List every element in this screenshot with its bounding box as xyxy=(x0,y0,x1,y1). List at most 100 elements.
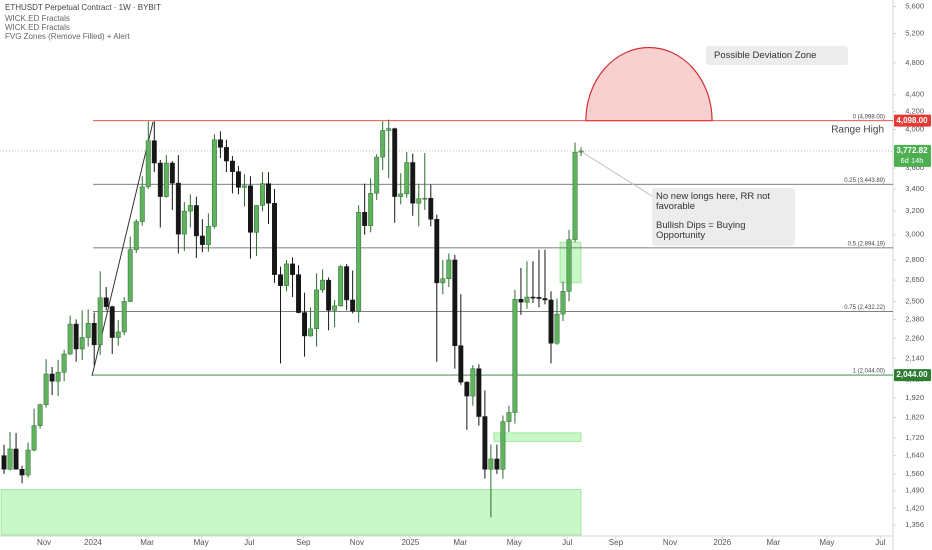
candle-body xyxy=(242,185,247,188)
candle-body xyxy=(248,185,253,233)
x-tick-label: Jul xyxy=(875,538,885,547)
candle-body xyxy=(91,323,97,346)
candle-body xyxy=(314,289,320,330)
candle-body xyxy=(422,197,428,200)
candle-body xyxy=(476,368,482,417)
candle-body xyxy=(368,193,374,226)
y-tick-label: 1,356 xyxy=(905,520,924,529)
fib-label: 1 (2,044.00) xyxy=(853,369,885,375)
y-tick-label: 4,400 xyxy=(905,90,924,99)
x-tick-label: May xyxy=(194,538,209,547)
y-tick-label: 1,640 xyxy=(905,451,924,460)
candle-body xyxy=(272,202,277,275)
candle-body xyxy=(260,183,265,206)
y-tick-label: 5,600 xyxy=(905,1,924,10)
candle-body xyxy=(205,226,211,245)
candle-body xyxy=(506,412,512,422)
candle-body xyxy=(446,259,452,279)
candle-body xyxy=(278,274,283,286)
candle-body xyxy=(482,416,488,470)
y-tick-label: 2,500 xyxy=(905,296,924,305)
candle-body xyxy=(344,266,350,301)
candle-body xyxy=(73,323,79,350)
candle-body xyxy=(398,193,404,197)
candle-body xyxy=(296,274,301,313)
fib-label: 0.5 (2,894.19) xyxy=(848,241,885,247)
candle-body xyxy=(13,448,19,470)
candle-body xyxy=(169,162,175,184)
y-tick-label: 2,800 xyxy=(905,255,924,264)
candle-body xyxy=(97,297,103,346)
x-tick-label: May xyxy=(819,538,834,547)
y-tick-label: 2,260 xyxy=(905,333,924,342)
x-tick-label: Mar xyxy=(766,538,780,547)
y-tick-label: 1,920 xyxy=(905,393,924,402)
y-tick-label: 1,490 xyxy=(905,486,924,495)
candle-body xyxy=(302,312,308,337)
candle-body xyxy=(566,239,572,292)
candle-body xyxy=(452,259,458,346)
candle-body xyxy=(223,147,229,162)
candle-body xyxy=(55,371,61,382)
chart-title: ETHUSDT Perpetual Contract · 1W · BYBIT xyxy=(5,3,161,12)
deviation-label: Possible Deviation Zone xyxy=(706,46,848,65)
candle-body xyxy=(266,183,271,204)
candle-body xyxy=(199,235,205,245)
candle-body xyxy=(67,323,73,355)
candle-body xyxy=(181,210,187,235)
candle-body xyxy=(25,449,31,476)
candle-body xyxy=(542,298,548,301)
candle-body xyxy=(290,263,295,275)
y-tick-label: 5,200 xyxy=(905,29,924,38)
candle-body xyxy=(229,160,235,172)
candle-body xyxy=(1,455,7,470)
candle-body xyxy=(175,182,181,235)
candle-body xyxy=(151,140,157,164)
candle-body xyxy=(512,298,518,413)
candle-body xyxy=(356,212,362,312)
candle-body xyxy=(470,368,476,397)
y-tick-label: 1,560 xyxy=(905,469,924,478)
candle-body xyxy=(572,151,578,240)
candle-body xyxy=(308,328,314,337)
fib-label: 0 (4,098.00) xyxy=(853,114,885,120)
candle-body xyxy=(560,291,566,315)
candle-body xyxy=(386,128,392,131)
y-tick-label: 4,800 xyxy=(905,58,924,67)
candle-body xyxy=(19,468,25,476)
candle-body xyxy=(43,373,49,405)
candle-body xyxy=(536,297,542,299)
x-tick-label: Mar xyxy=(140,538,154,547)
candle-body xyxy=(392,128,398,197)
candle-body xyxy=(157,162,163,197)
x-tick-label: Nov xyxy=(663,538,677,547)
candle-body xyxy=(163,162,169,197)
candle-body xyxy=(548,299,554,344)
x-tick-label: 2026 xyxy=(713,538,731,547)
candle-body xyxy=(79,337,85,350)
note: Bullish Dips = Buying Opportunity xyxy=(656,220,746,241)
x-tick-label: Mar xyxy=(453,538,467,547)
x-tick-label: 2025 xyxy=(401,538,419,547)
candle-body xyxy=(518,298,524,303)
price-badge xyxy=(894,369,931,382)
candle-body xyxy=(326,279,332,311)
fib-label: 0.75 (2,432.22) xyxy=(844,305,885,311)
indicator-name: WICK.ED Fractals xyxy=(5,23,70,32)
y-tick-label: 4,200 xyxy=(905,107,924,116)
candle-body xyxy=(133,221,139,250)
candle-body xyxy=(404,162,410,195)
x-tick-label: Nov xyxy=(350,538,364,547)
note-box: No new longs here, RR not favorable Bull… xyxy=(652,188,795,246)
y-tick-label: 3,400 xyxy=(905,184,924,193)
candle-body xyxy=(338,266,344,307)
last-price-text: 3,772.82 xyxy=(896,146,928,155)
fvg-zone xyxy=(0,489,582,536)
candle-body xyxy=(103,297,109,307)
price-badge xyxy=(894,114,931,127)
candle-body xyxy=(127,249,133,302)
candle-body xyxy=(380,130,386,158)
candle-body xyxy=(488,458,494,470)
candle-body xyxy=(193,205,199,237)
